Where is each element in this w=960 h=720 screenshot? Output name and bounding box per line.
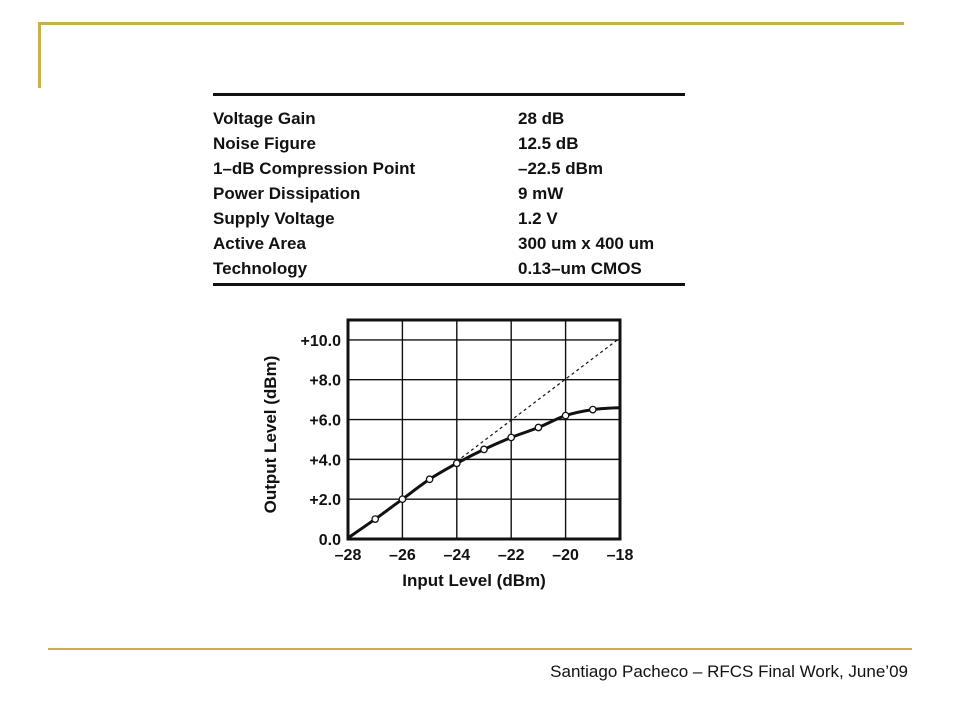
footer-credit: Santiago Pacheco – RFCS Final Work, June… [550, 662, 908, 681]
footer-rule [48, 648, 912, 650]
slide-top-rule [40, 22, 904, 25]
y-tick-label: +4.0 [309, 452, 341, 469]
spec-value: 1.2 V [518, 208, 558, 228]
spec-param: Voltage Gain [213, 108, 316, 128]
y-tick-label: +10.0 [301, 333, 342, 350]
x-axis-label: Input Level (dBm) [402, 571, 546, 590]
y-axis-label: Output Level (dBm) [261, 356, 280, 514]
spec-row: Voltage Gain 28 dB [213, 106, 685, 131]
data-point-marker [452, 459, 461, 468]
spec-value: 28 dB [518, 108, 565, 128]
spec-row: Supply Voltage 1.2 V [213, 206, 685, 231]
spec-value: 0.13–um CMOS [518, 258, 642, 278]
ideal-gain-dashed-line [456, 337, 621, 462]
x-tick-label: –18 [607, 547, 634, 564]
y-tick-label: +8.0 [309, 373, 341, 390]
spec-value: 300 um x 400 um [518, 233, 655, 253]
spec-param: Power Dissipation [213, 183, 361, 203]
spec-row: Noise Figure 12.5 dB [213, 131, 685, 156]
x-tick-label: –20 [552, 547, 579, 564]
spec-param: Supply Voltage [213, 208, 335, 228]
plot-frame [346, 318, 622, 541]
x-tick-label: –22 [498, 547, 525, 564]
x-tick-label: –26 [389, 547, 416, 564]
x-tick-label: –28 [335, 547, 362, 564]
data-point-marker [425, 475, 434, 484]
x-tick-label: –24 [443, 547, 470, 564]
spec-value: 12.5 dB [518, 133, 579, 153]
data-point-marker [371, 515, 380, 523]
spec-table: Voltage Gain 28 dB Noise Figure 12.5 dB … [213, 93, 685, 286]
data-point-marker [480, 445, 488, 454]
data-point-marker [398, 495, 407, 504]
compression-chart: –28 –26 –24 –22 –20 –18 0.0 +2.0 +4.0 +6.0 +8.0 +10… [261, 318, 634, 590]
spec-param: 1–dB Compression Point [213, 158, 416, 178]
spec-row: 1–dB Compression Point –22.5 dBm [213, 156, 685, 181]
spec-value: 9 mW [518, 183, 564, 203]
y-tick-label: +2.0 [309, 492, 341, 509]
spec-row: Active Area 300 um x 400 um [213, 231, 685, 256]
data-point-marker [561, 411, 570, 420]
spec-param: Noise Figure [213, 133, 316, 153]
y-tick-label: +6.0 [309, 413, 341, 430]
data-point-marker [534, 423, 543, 432]
slide-left-rule [38, 22, 41, 88]
output-level-curve [347, 406, 621, 540]
spec-row: Power Dissipation 9 mW [213, 181, 685, 206]
spec-row: Technology 0.13–um CMOS [213, 256, 685, 281]
spec-value: –22.5 dBm [518, 158, 604, 178]
data-point-marker [588, 405, 597, 414]
spec-param: Technology [213, 258, 308, 278]
data-point-marker [507, 433, 516, 442]
y-tick-label: 0.0 [319, 532, 341, 549]
spec-param: Active Area [213, 233, 306, 253]
